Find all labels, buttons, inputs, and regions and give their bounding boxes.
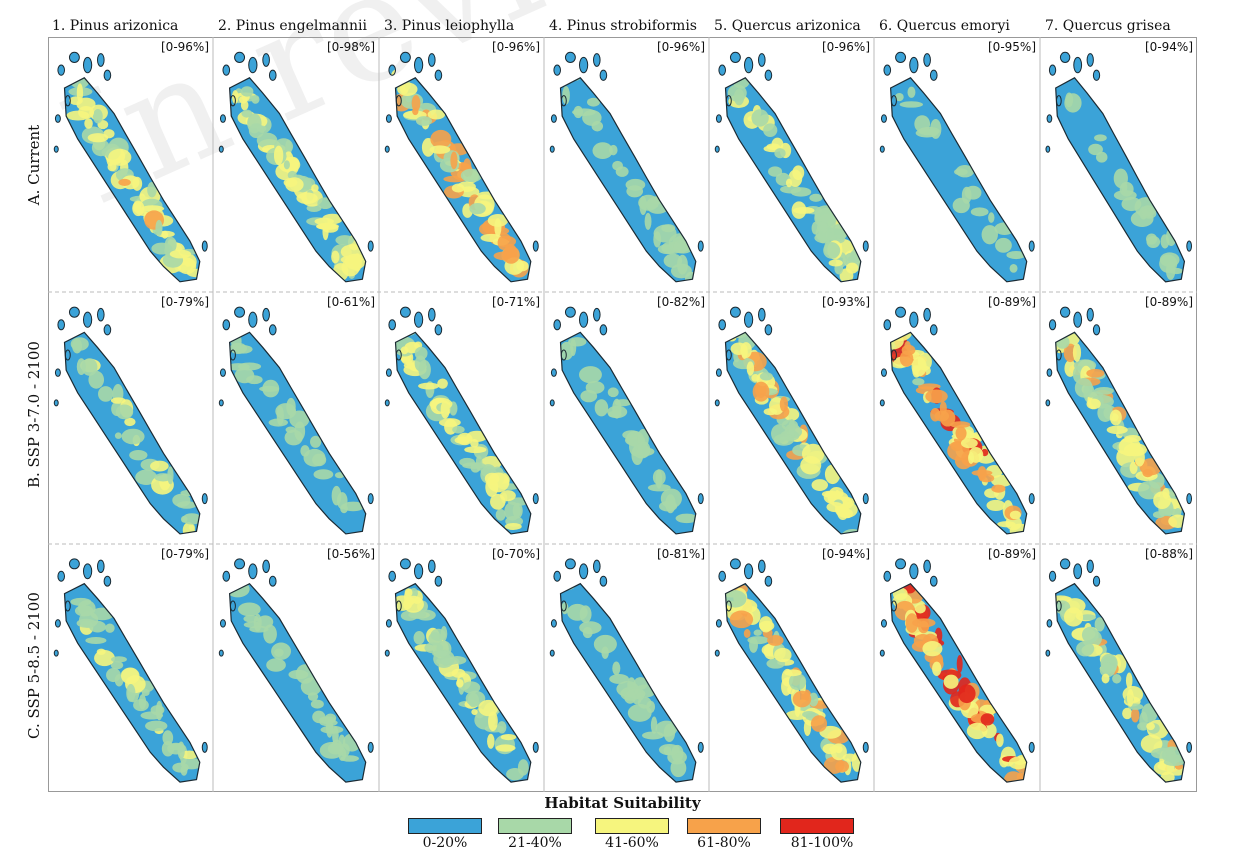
map-panel-1-2: [0-98%] bbox=[218, 40, 375, 283]
map-grid-frame bbox=[48, 37, 1197, 792]
map-panel-3-2: [0-56%] bbox=[218, 547, 375, 783]
map-panel-2-7: [0-89%] bbox=[1045, 295, 1193, 535]
legend-swatch-21-40 bbox=[498, 818, 572, 834]
column-title-pinus-arizonica: 1. Pinus arizonica bbox=[52, 18, 179, 34]
range-label-3-5: [0-94%] bbox=[822, 547, 870, 561]
map-panel-2-3: [0-71%] bbox=[384, 295, 540, 535]
range-label-1-1: [0-96%] bbox=[161, 40, 209, 54]
map-panel-1-1: [0-96%] bbox=[53, 40, 209, 283]
map-panel-1-7: [0-94%] bbox=[1045, 40, 1193, 283]
legend-swatch-0-20 bbox=[408, 818, 482, 834]
map-panel-3-4: [0-81%] bbox=[549, 547, 705, 783]
range-label-3-1: [0-79%] bbox=[161, 547, 209, 561]
range-label-1-2: [0-98%] bbox=[327, 40, 375, 54]
range-label-2-6: [0-89%] bbox=[988, 295, 1036, 309]
map-panel-2-5: [0-93%] bbox=[714, 295, 870, 535]
column-title-pinus-strobiformis: 4. Pinus strobiformis bbox=[549, 18, 697, 34]
legend-label-81-100: 81-100% bbox=[790, 835, 854, 851]
range-label-2-4: [0-82%] bbox=[657, 295, 705, 309]
legend-label-21-40: 21-40% bbox=[508, 835, 562, 851]
range-label-3-4: [0-81%] bbox=[657, 547, 705, 561]
range-label-3-3: [0-70%] bbox=[492, 547, 540, 561]
map-panel-2-2: [0-61%] bbox=[218, 295, 375, 535]
map-panel-2-1: [0-79%] bbox=[53, 295, 209, 535]
range-label-1-5: [0-96%] bbox=[822, 40, 870, 54]
map-panel-3-5: [0-94%] bbox=[714, 547, 870, 783]
range-label-3-6: [0-89%] bbox=[988, 547, 1036, 561]
map-panel-3-3: [0-70%] bbox=[384, 547, 540, 783]
range-label-3-2: [0-56%] bbox=[327, 547, 375, 561]
range-label-2-3: [0-71%] bbox=[492, 295, 540, 309]
legend-title: Habitat Suitability bbox=[544, 794, 701, 812]
map-panel-2-4: [0-82%] bbox=[549, 295, 705, 535]
column-title-pinus-leiophylla: 3. Pinus leiophylla bbox=[384, 18, 515, 34]
column-title-quercus-arizonica: 5. Quercus arizonica bbox=[714, 18, 861, 34]
range-label-3-7: [0-88%] bbox=[1145, 547, 1193, 561]
map-panel-3-7: [0-88%] bbox=[1045, 547, 1193, 783]
range-label-1-6: [0-95%] bbox=[988, 40, 1036, 54]
range-label-1-3: [0-96%] bbox=[492, 40, 540, 54]
range-label-1-7: [0-94%] bbox=[1145, 40, 1193, 54]
legend-swatch-61-80 bbox=[687, 818, 761, 834]
range-label-2-5: [0-93%] bbox=[822, 295, 870, 309]
legend-label-61-80: 61-80% bbox=[697, 835, 751, 851]
range-label-2-7: [0-89%] bbox=[1145, 295, 1193, 309]
range-label-2-2: [0-61%] bbox=[327, 295, 375, 309]
range-label-2-1: [0-79%] bbox=[161, 295, 209, 309]
column-title-quercus-emoryi: 6. Quercus emoryi bbox=[879, 18, 1010, 34]
map-panel-3-6: [0-89%] bbox=[879, 547, 1036, 783]
legend-swatch-41-60 bbox=[595, 818, 669, 834]
legend-swatch-81-100 bbox=[780, 818, 854, 834]
map-panel-1-3: [0-96%] bbox=[384, 40, 540, 283]
map-panel-1-5: [0-96%] bbox=[714, 40, 870, 283]
map-panel-1-4: [0-96%] bbox=[549, 40, 705, 283]
column-title-quercus-grisea: 7. Quercus grisea bbox=[1045, 18, 1171, 34]
legend-label-0-20: 0-20% bbox=[422, 835, 468, 851]
range-label-1-4: [0-96%] bbox=[657, 40, 705, 54]
legend-label-41-60: 41-60% bbox=[605, 835, 659, 851]
map-panel-1-6: [0-95%] bbox=[879, 40, 1036, 283]
map-panel-3-1: [0-79%] bbox=[53, 547, 209, 783]
map-panel-2-6: [0-89%] bbox=[879, 295, 1036, 535]
column-title-pinus-engelmannii: 2. Pinus engelmannii bbox=[218, 18, 368, 34]
